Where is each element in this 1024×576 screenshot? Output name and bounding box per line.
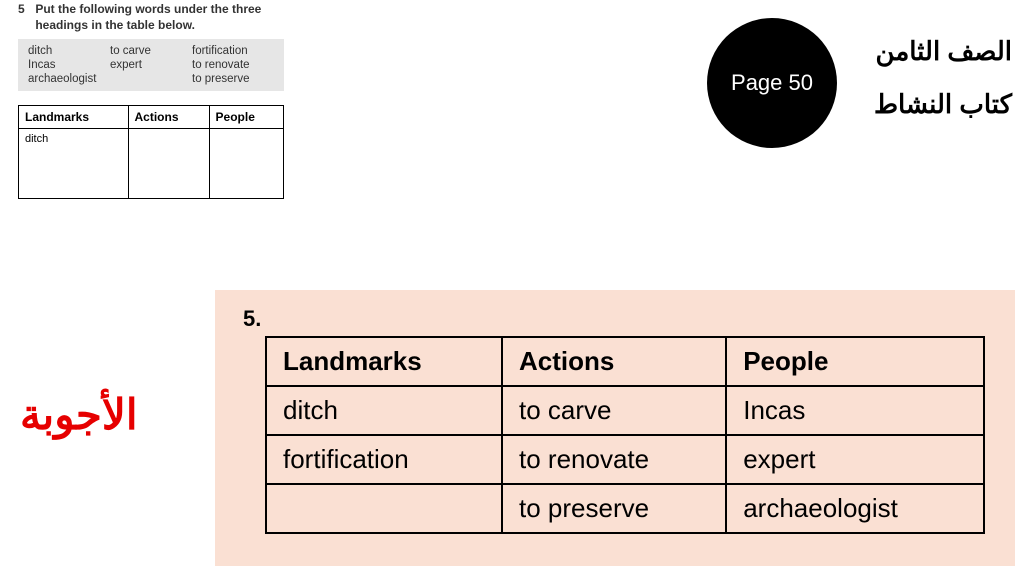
cell: ditch bbox=[19, 129, 129, 199]
cell: archaeologist bbox=[726, 484, 984, 533]
cell bbox=[266, 484, 502, 533]
answer-number: 5. bbox=[243, 306, 987, 332]
word: to carve bbox=[110, 45, 192, 57]
table-header-row: Landmarks Actions People bbox=[266, 337, 984, 386]
exercise-instruction: 5 Put the following words under the thre… bbox=[18, 2, 284, 33]
word: to preserve bbox=[192, 73, 274, 85]
empty-table: Landmarks Actions People ditch bbox=[18, 105, 284, 199]
table-row: ditch to carve Incas bbox=[266, 386, 984, 435]
word: expert bbox=[110, 59, 192, 71]
header-landmarks: Landmarks bbox=[266, 337, 502, 386]
table-row: fortification to renovate expert bbox=[266, 435, 984, 484]
word: ditch bbox=[28, 45, 110, 57]
cell: to renovate bbox=[502, 435, 726, 484]
header-actions: Actions bbox=[128, 106, 209, 129]
cell: to carve bbox=[502, 386, 726, 435]
table-row: to preserve archaeologist bbox=[266, 484, 984, 533]
word: fortification bbox=[192, 45, 274, 57]
table-header-row: Landmarks Actions People bbox=[19, 106, 284, 129]
cell: Incas bbox=[726, 386, 984, 435]
exercise-number: 5 bbox=[18, 2, 32, 18]
page-badge: Page 50 bbox=[707, 18, 837, 148]
answer-table: Landmarks Actions People ditch to carve … bbox=[265, 336, 985, 534]
word bbox=[110, 73, 192, 85]
header-people: People bbox=[209, 106, 283, 129]
exercise-text: Put the following words under the three … bbox=[35, 2, 275, 33]
arabic-lines: الصف الثامن كتاب النشاط bbox=[842, 36, 1012, 120]
badge-area: Page 50 الصف الثامن كتاب النشاط bbox=[692, 18, 1012, 158]
cell: expert bbox=[726, 435, 984, 484]
exercise-block: 5 Put the following words under the thre… bbox=[18, 2, 284, 199]
table-row: ditch bbox=[19, 129, 284, 199]
word: Incas bbox=[28, 59, 110, 71]
grade-label: الصف الثامن bbox=[876, 36, 1012, 67]
cell: ditch bbox=[266, 386, 502, 435]
cell bbox=[128, 129, 209, 199]
word-bank: ditch to carve fortification Incas exper… bbox=[18, 39, 284, 91]
book-label: كتاب النشاط bbox=[874, 89, 1012, 120]
header-landmarks: Landmarks bbox=[19, 106, 129, 129]
header-actions: Actions bbox=[502, 337, 726, 386]
cell bbox=[209, 129, 283, 199]
page-badge-text: Page 50 bbox=[731, 70, 813, 96]
cell: to preserve bbox=[502, 484, 726, 533]
answer-section: 5. Landmarks Actions People ditch to car… bbox=[215, 290, 1015, 566]
word: to renovate bbox=[192, 59, 274, 71]
word: archaeologist bbox=[28, 73, 110, 85]
answers-label: الأجوبة bbox=[20, 390, 138, 439]
top-section: 5 Put the following words under the thre… bbox=[0, 0, 1024, 260]
cell: fortification bbox=[266, 435, 502, 484]
header-people: People bbox=[726, 337, 984, 386]
